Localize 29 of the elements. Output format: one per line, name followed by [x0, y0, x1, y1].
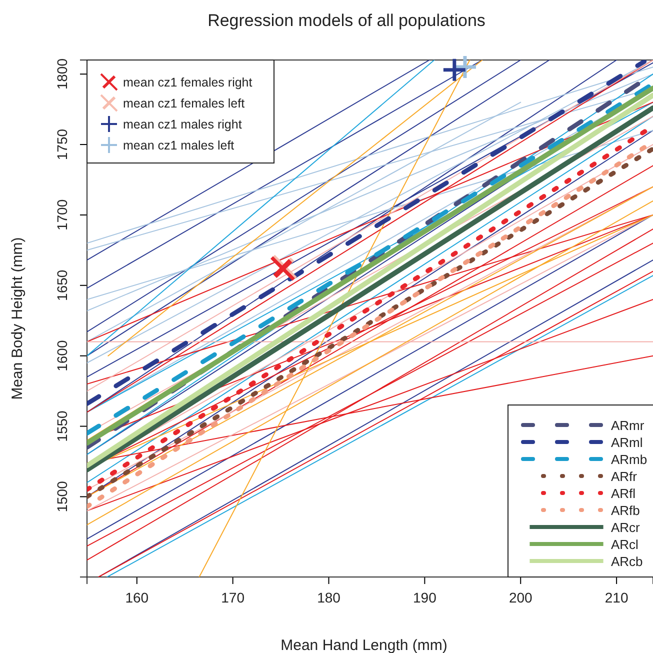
legend-label: ARfl — [611, 486, 636, 501]
x-tick-label: 160 — [125, 589, 149, 606]
y-tick-label: 1750 — [54, 128, 70, 160]
y-axis-title: Mean Body Height (mm) — [9, 237, 26, 400]
legend-label: ARmb — [611, 452, 648, 467]
x-axis-title: Mean Hand Length (mm) — [280, 637, 448, 653]
chart-title: Regression models of all populations — [208, 11, 486, 30]
x-tick-label: 210 — [604, 589, 628, 606]
y-tick-label: 1800 — [54, 58, 70, 90]
x-tick-label: 180 — [317, 589, 341, 606]
legend-label: ARfb — [611, 503, 640, 518]
y-tick-label: 1600 — [54, 340, 70, 372]
y-tick-label: 1500 — [54, 480, 70, 512]
legend-label: ARcl — [611, 537, 639, 552]
x-tick-label: 170 — [221, 589, 245, 606]
legend-label: mean cz1 females right — [123, 76, 253, 90]
x-tick-label: 190 — [413, 589, 437, 606]
y-tick-label: 1700 — [54, 199, 70, 231]
legend-label: mean cz1 males right — [123, 118, 242, 132]
y-tick-label: 1550 — [54, 410, 70, 442]
x-tick-label: 200 — [508, 589, 533, 606]
legend-label: ARmr — [611, 418, 645, 433]
legend-label: ARml — [611, 435, 643, 450]
legend-label: ARfr — [611, 469, 638, 484]
y-tick-label: 1650 — [54, 270, 70, 301]
legend-label: ARcb — [611, 554, 643, 569]
legend-label: ARcr — [611, 520, 641, 535]
legend-label: mean cz1 males left — [123, 138, 235, 152]
legend-label: mean cz1 females left — [123, 96, 246, 110]
